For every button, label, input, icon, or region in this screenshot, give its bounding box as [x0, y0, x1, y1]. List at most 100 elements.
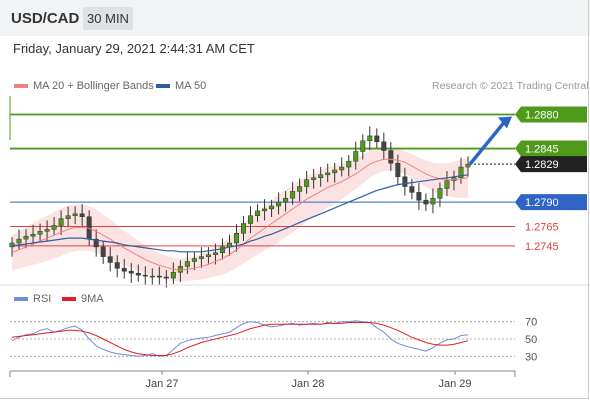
candle-body	[72, 213, 78, 216]
candle-body	[325, 172, 331, 176]
bollinger-band-area	[12, 147, 468, 282]
rsi-line	[11, 320, 469, 357]
candle-body	[44, 229, 50, 232]
candle	[304, 170, 310, 194]
candle	[177, 260, 183, 282]
candle	[37, 223, 43, 242]
bollinger-bands	[12, 147, 468, 282]
candle-body	[121, 268, 127, 272]
rsi9-legend-swatch	[62, 297, 76, 301]
candle	[51, 216, 57, 236]
candle	[30, 224, 36, 245]
candle	[430, 188, 436, 214]
candle-body	[177, 266, 183, 273]
rsi-legend-swatch	[14, 297, 28, 301]
watermark: Research © 2021 Trading Central	[432, 80, 589, 92]
candle-body	[346, 160, 352, 168]
candle-body	[311, 177, 317, 180]
candle-body	[367, 135, 373, 142]
candle	[437, 182, 443, 207]
ma20-line	[11, 158, 469, 271]
datetime-label: Friday, January 29, 2021 2:44:31 AM CET	[13, 41, 255, 56]
candle-body	[444, 180, 450, 189]
level-label-1.2765: 1.2765	[525, 221, 559, 233]
candle-body	[170, 271, 176, 279]
candle-body	[219, 246, 225, 253]
candle-body	[51, 225, 57, 230]
candle-body	[395, 162, 401, 178]
moving-averages	[11, 116, 512, 271]
level-label-1.2880: 1.2880	[525, 109, 559, 121]
candle-body	[58, 218, 64, 226]
candle	[367, 126, 373, 151]
candle	[402, 167, 408, 196]
candle-body	[79, 213, 85, 217]
candle-body	[9, 242, 15, 248]
price-levels: 1.2880 1.2845 1.2829 1.2790 1.2765 1.2745	[9, 96, 587, 253]
level-label-1.2845: 1.2845	[525, 144, 559, 156]
candle	[16, 229, 22, 250]
candle-body	[283, 197, 289, 203]
candle	[290, 182, 296, 205]
candle-body	[205, 254, 211, 257]
candle	[9, 237, 15, 257]
candle	[346, 155, 352, 177]
candle-body	[423, 199, 429, 205]
forecast-arrow-shaft	[468, 121, 506, 166]
candle-body	[198, 256, 204, 259]
candle	[458, 157, 464, 184]
candle	[283, 191, 289, 212]
rsi-level-label-50: 50	[525, 334, 537, 346]
level-label-1.2829: 1.2829	[525, 159, 559, 171]
candle	[149, 268, 155, 285]
candle	[374, 128, 380, 148]
level-tag-1.2829	[515, 156, 587, 173]
candle-body	[353, 151, 359, 162]
timeframe-button[interactable]: 30 MIN	[83, 7, 133, 30]
candle-body	[381, 141, 387, 151]
candle	[416, 182, 422, 210]
candle	[255, 204, 261, 222]
rsi-level-label-70: 70	[525, 317, 537, 329]
candle-body	[30, 233, 36, 237]
candle	[241, 215, 247, 241]
candle	[269, 199, 275, 217]
candle-body	[430, 197, 436, 205]
candle-body	[402, 176, 408, 187]
candle-body	[304, 179, 310, 187]
candle	[156, 266, 162, 286]
candle	[360, 134, 366, 160]
candle-body	[156, 275, 162, 278]
candle	[318, 166, 324, 187]
candle	[248, 206, 254, 234]
candle	[423, 193, 429, 211]
candle-body	[255, 210, 261, 216]
x-tick-label: Jan 27	[145, 378, 178, 390]
candle-body	[458, 166, 464, 179]
candle-body	[142, 274, 148, 277]
candle	[135, 264, 141, 282]
candle	[198, 247, 204, 268]
candle	[388, 142, 394, 171]
ma20-legend-swatch	[14, 84, 28, 88]
candle-body	[149, 275, 155, 278]
candle-body	[297, 186, 303, 192]
candle-body	[65, 215, 71, 219]
ma50-legend-swatch	[156, 84, 170, 88]
candle-body	[135, 272, 141, 276]
candle	[107, 247, 113, 272]
candle-body	[212, 252, 218, 255]
candle	[276, 192, 282, 215]
candles	[9, 126, 471, 288]
x-axis: Jan 27 Jan 28 Jan 29	[9, 370, 516, 390]
level-tag-1.2845	[515, 140, 587, 157]
candle-body	[437, 188, 443, 199]
rsi-ma9-line	[11, 322, 469, 356]
ma50-line	[11, 174, 469, 253]
x-tick-label: Jan 29	[438, 378, 471, 390]
candle	[325, 163, 331, 183]
candle	[311, 169, 317, 189]
candle	[114, 255, 120, 278]
rsi-pane: 70 50 30	[0, 284, 590, 363]
candle-body	[290, 191, 296, 199]
